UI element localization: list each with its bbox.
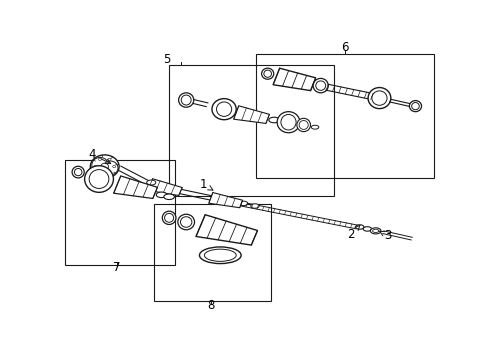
Ellipse shape <box>280 114 295 130</box>
Ellipse shape <box>108 158 111 161</box>
Ellipse shape <box>90 155 119 178</box>
Text: 4: 4 <box>88 148 110 163</box>
Ellipse shape <box>239 201 247 206</box>
Text: 1: 1 <box>199 178 212 191</box>
Bar <box>169 66 333 196</box>
Ellipse shape <box>89 170 109 188</box>
Ellipse shape <box>367 87 390 109</box>
Ellipse shape <box>250 204 259 208</box>
Ellipse shape <box>408 100 421 112</box>
Ellipse shape <box>92 157 108 173</box>
Ellipse shape <box>369 228 380 234</box>
Ellipse shape <box>72 166 84 178</box>
Polygon shape <box>196 215 257 245</box>
Ellipse shape <box>162 211 176 225</box>
Ellipse shape <box>312 78 327 93</box>
Ellipse shape <box>268 117 279 123</box>
Ellipse shape <box>411 103 418 110</box>
Ellipse shape <box>98 173 102 175</box>
Ellipse shape <box>180 217 191 227</box>
Ellipse shape <box>264 70 271 77</box>
Text: 6: 6 <box>341 41 348 54</box>
Ellipse shape <box>261 68 273 79</box>
Polygon shape <box>147 179 182 195</box>
Ellipse shape <box>101 163 108 170</box>
Ellipse shape <box>211 99 236 120</box>
Ellipse shape <box>74 168 82 176</box>
Ellipse shape <box>371 91 386 105</box>
Ellipse shape <box>164 213 173 222</box>
Ellipse shape <box>112 166 116 168</box>
Ellipse shape <box>363 227 371 231</box>
Ellipse shape <box>199 247 241 264</box>
Text: 8: 8 <box>207 299 214 312</box>
Ellipse shape <box>98 158 102 161</box>
Ellipse shape <box>163 194 174 199</box>
Polygon shape <box>273 68 315 91</box>
Ellipse shape <box>299 121 307 129</box>
Ellipse shape <box>311 125 318 129</box>
Polygon shape <box>208 193 242 208</box>
Ellipse shape <box>277 112 299 133</box>
Text: 7: 7 <box>113 261 121 274</box>
Ellipse shape <box>102 161 118 175</box>
Ellipse shape <box>156 192 166 198</box>
Ellipse shape <box>146 180 156 185</box>
Ellipse shape <box>204 249 236 261</box>
Ellipse shape <box>227 199 236 203</box>
Text: 3: 3 <box>378 229 391 242</box>
Ellipse shape <box>84 166 113 192</box>
Polygon shape <box>113 176 157 198</box>
Bar <box>154 204 271 301</box>
Ellipse shape <box>178 214 194 230</box>
Text: 5: 5 <box>163 53 170 66</box>
Ellipse shape <box>372 229 378 233</box>
Ellipse shape <box>94 166 97 168</box>
Ellipse shape <box>296 118 310 132</box>
Ellipse shape <box>315 81 325 90</box>
Bar <box>65 159 175 265</box>
Bar <box>256 54 433 177</box>
Ellipse shape <box>216 102 231 116</box>
Ellipse shape <box>355 225 363 229</box>
Polygon shape <box>233 106 269 123</box>
Ellipse shape <box>108 173 111 175</box>
Ellipse shape <box>178 93 193 107</box>
Ellipse shape <box>181 95 191 105</box>
Text: 2: 2 <box>346 225 359 241</box>
